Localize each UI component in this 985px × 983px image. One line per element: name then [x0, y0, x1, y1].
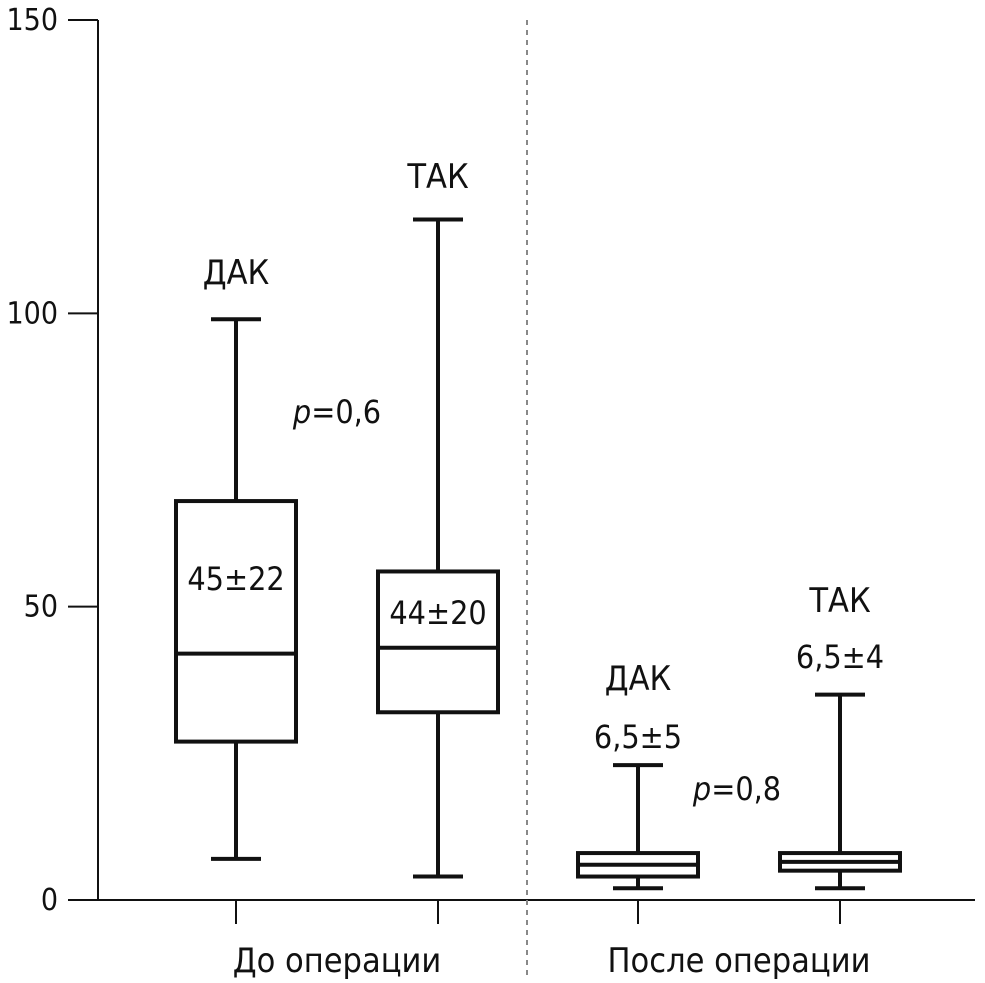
box-stat-label: 6,5±5: [594, 718, 682, 756]
box-0-1: [376, 217, 500, 879]
p-value-label: p=0,6: [292, 393, 381, 431]
box-stat-label: 6,5±4: [796, 638, 884, 676]
y-tick-label: 0: [41, 883, 58, 918]
y-tick-label: 150: [6, 3, 58, 38]
box-iqr: [376, 569, 500, 715]
box-0-0: [174, 317, 298, 861]
box-1-1: [778, 692, 902, 891]
box-name-label: ДАК: [203, 253, 270, 293]
category-label: После операции: [608, 941, 871, 981]
y-tick-label: 50: [24, 590, 58, 625]
box-iqr: [174, 499, 298, 744]
box-stat-label: 44±20: [389, 594, 486, 632]
category-label: До операции: [233, 941, 442, 981]
box-name-label: ДАК: [605, 659, 672, 699]
box-1-0: [576, 763, 700, 891]
labels: 45±22 ДАК 44±20 ТАК До операции p=0,6 ДАК 6,5±5…: [187, 157, 884, 981]
p-value-label: p=0,8: [692, 770, 781, 808]
box-stat-label: 45±22: [187, 560, 284, 598]
box-name-label: ТАК: [808, 581, 871, 621]
boxes: [174, 217, 902, 891]
axes: 0 50 100 150: [6, 3, 975, 924]
y-tick-label: 100: [6, 296, 58, 331]
box-name-label: ТАК: [406, 157, 469, 197]
